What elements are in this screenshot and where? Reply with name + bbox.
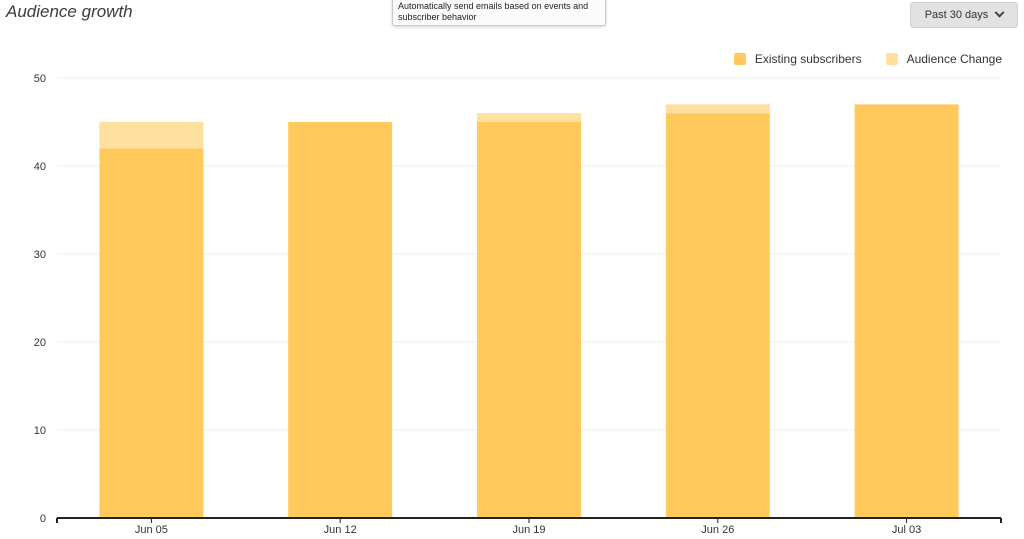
legend-label-existing: Existing subscribers xyxy=(754,52,862,66)
x-tick-label: Jun 05 xyxy=(135,524,168,536)
legend-swatch-existing xyxy=(733,53,746,65)
y-tick-label: 50 xyxy=(34,73,46,85)
x-tick-label: Jun 19 xyxy=(512,524,545,536)
legend-item-existing[interactable]: Existing subscribers xyxy=(733,52,862,66)
bar-existing-subscribers[interactable] xyxy=(288,122,393,518)
bar-existing-subscribers[interactable] xyxy=(477,122,581,518)
bar-existing-subscribers[interactable] xyxy=(854,104,959,519)
bar-existing-subscribers[interactable] xyxy=(665,113,770,518)
date-range-label: Past 30 days xyxy=(924,9,989,21)
y-tick-label: 30 xyxy=(34,249,46,261)
bar-audience-change[interactable] xyxy=(665,104,770,114)
x-tick-label: Jun 12 xyxy=(324,524,357,536)
bar-audience-change[interactable] xyxy=(99,122,204,149)
chart-legend: Existing subscribers Audience Change xyxy=(710,52,1002,66)
legend-label-change: Audience Change xyxy=(906,52,1002,66)
bar-existing-subscribers[interactable] xyxy=(99,148,204,518)
x-tick-label: Jun 26 xyxy=(701,524,734,536)
tooltip: Automatically send emails based on event… xyxy=(392,0,606,26)
bar-audience-change[interactable] xyxy=(477,113,581,122)
legend-swatch-change xyxy=(885,53,898,65)
y-tick-label: 0 xyxy=(40,513,46,525)
x-tick-label: Jul 03 xyxy=(892,524,921,536)
legend-item-change[interactable]: Audience Change xyxy=(885,52,1002,66)
chart-title: Audience growth xyxy=(6,2,133,21)
y-tick-label: 20 xyxy=(34,337,46,349)
date-range-dropdown[interactable]: Past 30 days xyxy=(910,2,1018,28)
y-tick-label: 10 xyxy=(34,425,46,437)
y-tick-label: 40 xyxy=(34,161,46,173)
